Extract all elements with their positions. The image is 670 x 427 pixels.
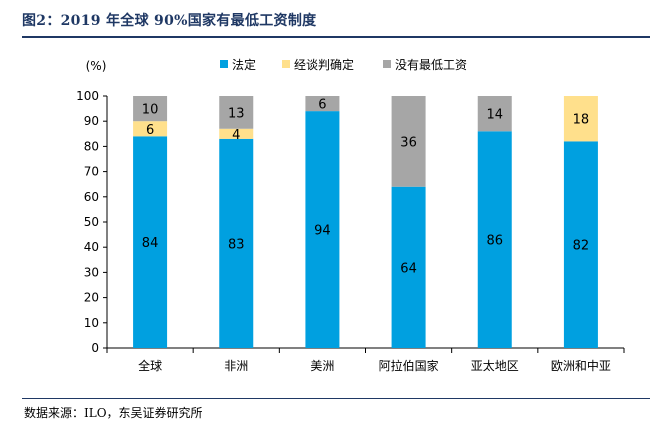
y-tick-label: 30 [84,265,99,279]
data-label: 64 [400,261,417,276]
y-tick-label: 90 [84,114,99,128]
x-category-label: 亚太地区 [471,358,519,373]
y-tick-label: 0 [91,341,99,355]
data-label: 84 [142,236,159,251]
data-label: 6 [146,123,154,138]
y-tick-label: 60 [84,190,99,204]
figure-title: 图2：2019 年全球 90%国家有最低工资制度 [22,13,317,29]
bar-segment [391,186,426,348]
data-label: 6 [318,98,326,113]
bar-segment [133,121,168,137]
bar-segment [477,131,512,348]
legend-swatch-0 [220,60,228,68]
x-category-label: 美洲 [310,359,334,373]
bar-segment [305,111,340,349]
data-label: 18 [573,113,590,128]
legend-label-0: 法定 [232,57,256,72]
source-divider [22,398,650,399]
bar-segment [133,136,168,348]
bar-segment [563,141,598,348]
bar-segment [133,96,168,122]
x-category-label: 非洲 [224,359,248,373]
data-label: 94 [314,224,331,239]
bar-segment [391,96,426,187]
x-category-label: 阿拉伯国家 [379,358,439,373]
bar-segment [219,128,254,139]
bar-segment [219,138,254,348]
legend-swatch-1 [282,60,290,68]
y-tick-label: 70 [84,165,99,179]
y-tick-label: 50 [84,215,99,229]
source-note: 数据来源：ILO，东吴证券研究所 [24,406,203,420]
title-divider [22,36,650,38]
x-category-label: 全球 [138,358,162,373]
stacked-bar-chart: (%) 法定 经谈判确定 没有最低工资 0 10 20 30 40 50 60 70 80 90 100 84… [76,57,625,373]
bar-segment [305,96,340,112]
y-tick-label: 40 [84,240,99,254]
bar-segment [563,96,598,142]
y-tick-label: 100 [76,89,99,103]
data-label: 83 [228,237,245,252]
legend-label-1: 经谈判确定 [294,57,354,72]
y-tick-label: 80 [84,139,99,153]
y-axis-unit-label: (%) [86,59,107,73]
data-label: 86 [486,234,503,249]
data-label: 14 [486,108,503,123]
x-category-label: 欧洲和中亚 [551,358,611,373]
bar-segment [219,96,254,129]
bar-segment [477,96,512,132]
legend-label-2: 没有最低工资 [395,57,467,72]
y-tick-label: 20 [84,291,99,305]
data-label: 4 [232,128,240,143]
legend-swatch-2 [383,60,391,68]
data-label: 82 [573,239,590,254]
data-label: 13 [228,106,245,121]
y-tick-label: 10 [84,316,99,330]
data-label: 10 [142,103,159,118]
data-label: 36 [400,135,417,150]
